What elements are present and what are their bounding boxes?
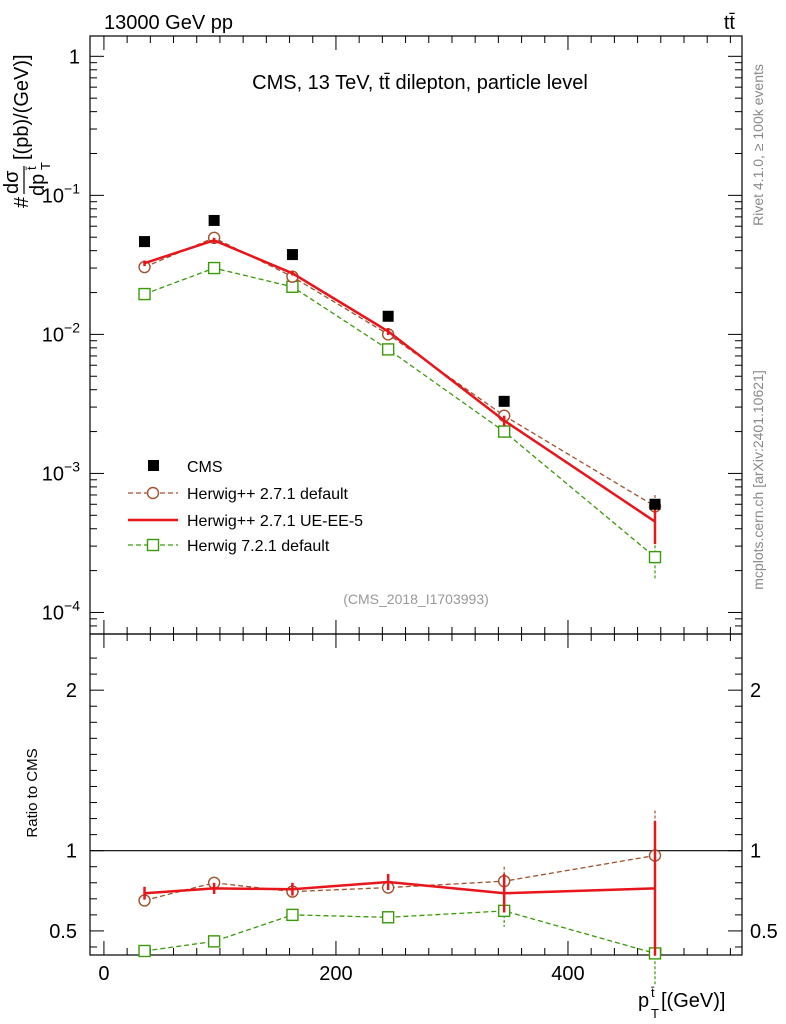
y-label-denominator-sub: T (38, 162, 53, 170)
main-herwig7-point (207, 261, 221, 275)
main-herwig-default-line (144, 237, 656, 507)
ratio-herwig7-point (381, 911, 395, 924)
x-axis-label: p t̄ T [(GeV)] (638, 985, 725, 1021)
main-herwig-ueee5-line (144, 238, 656, 523)
legend: CMS Herwig++ 2.7.1 default Herwig++ 2.7.… (128, 459, 363, 555)
ratio-y-tick-label-left: 2 (66, 680, 77, 702)
mcplots-label: mcplots.cern.ch [arXiv:2401.10621] (750, 370, 766, 589)
ratio-y-axis-label: Ratio to CMS (24, 748, 41, 837)
main-cms-point (286, 249, 298, 261)
x-label-sub: T (651, 1006, 659, 1021)
ratio-herwig7-point (207, 935, 221, 948)
main-y-tick-label: 10−2 (42, 319, 80, 346)
y-label-denominator: dp (27, 174, 49, 196)
ratio-herwig-ueee5-line (144, 880, 656, 895)
legend-marker-herwig7 (146, 538, 160, 552)
ratio-x-tick-label: 0 (98, 963, 109, 985)
ratio-y-tick-label-right: 1 (750, 841, 761, 863)
y-label-denominator-sup: t̄ (24, 166, 39, 170)
legend-label-herwig7: Herwig 7.2.1 default (187, 538, 330, 555)
main-cms-point (649, 498, 661, 510)
ratio-y-tick-label-right: 0.5 (750, 921, 778, 943)
main-y-tick-label: 10−3 (42, 458, 80, 485)
rivet-version-label: Rivet 4.1.0, ≥ 100k events (750, 64, 766, 226)
ratio-y-tick-label-left: 1 (66, 841, 77, 863)
main-cms-point (139, 236, 151, 248)
ratio-plot-frame (89, 633, 743, 956)
ratio-herwig7-line (144, 910, 656, 955)
y-label-units: [(pb)/(GeV)] (11, 54, 33, 160)
main-cms-point (208, 214, 220, 226)
main-axis-ticks: 1 10−1 10−2 10−3 10−4 (42, 36, 742, 635)
main-cms-point (382, 310, 394, 322)
main-y-tick-label: 10−4 (42, 597, 80, 624)
ratio-x-tick-label: 200 (319, 963, 352, 985)
ratio-herwig-default-line (144, 854, 656, 902)
ratio-herwig7-point (286, 908, 299, 922)
legend-marker-cms (148, 460, 159, 471)
legend-label-herwig-ueee5: Herwig++ 2.7.1 UE-EE-5 (187, 513, 363, 530)
energy-label: 13000 GeV pp (104, 12, 233, 34)
main-y-tick-label: 10−1 (42, 180, 80, 207)
legend-label-cms: CMS (187, 459, 223, 476)
main-cms-point (498, 395, 510, 407)
main-y-tick-label: 1 (69, 46, 80, 68)
main-herwig7-point (381, 343, 395, 356)
main-herwig7-line (144, 267, 656, 558)
legend-label-herwig-default: Herwig++ 2.7.1 default (187, 486, 349, 503)
x-label-base: p (638, 990, 649, 1012)
ratio-axis-ticks: 0.5 0.5 1 1 2 2 0 200 400 (49, 634, 778, 985)
ratio-series-layer (138, 810, 662, 986)
process-label: tt̄ (724, 12, 736, 34)
main-series-layer (138, 214, 662, 581)
x-label-sup: t̄ (651, 985, 655, 1000)
main-herwig7-point (138, 287, 151, 301)
main-herwig7-point (286, 280, 299, 293)
ratio-herwig7-point (138, 944, 151, 958)
x-label-units: [(GeV)] (661, 990, 725, 1012)
ratio-y-tick-label-left: 0.5 (49, 921, 77, 943)
y-label-hash: # (11, 196, 33, 208)
ratio-x-tick-label: 400 (551, 963, 584, 985)
legend-marker-herwig-default (146, 486, 160, 500)
main-herwig7-point (648, 550, 662, 564)
analysis-id-label: (CMS_2018_I1703993) (343, 591, 489, 607)
main-herwig7-point (497, 425, 511, 438)
main-plot-title: CMS, 13 TeV, tt̄ dilepton, particle leve… (252, 72, 588, 94)
main-y-axis-label: # dσ dp t̄ T [(pb)/(GeV)] (1, 54, 53, 208)
ratio-y-tick-label-right: 2 (750, 680, 761, 702)
y-label-numerator: dσ (1, 170, 23, 194)
